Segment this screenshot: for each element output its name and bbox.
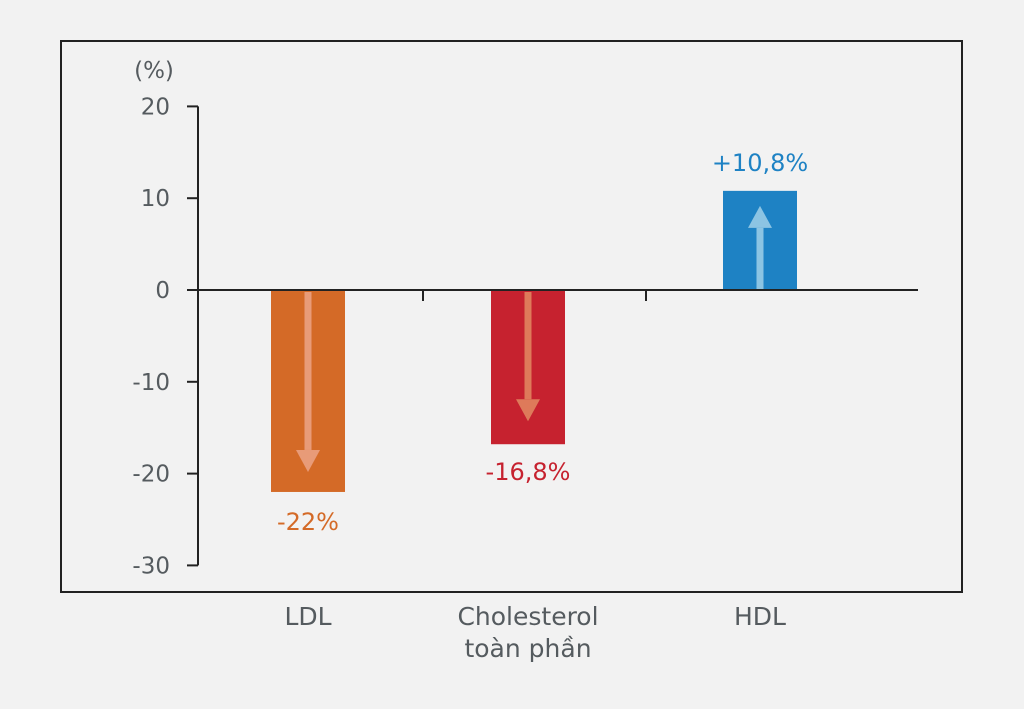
- arrow-shaft: [524, 292, 532, 400]
- arrow-shaft: [304, 292, 312, 450]
- y-tick-label: -10: [132, 370, 170, 396]
- arrow-down-icon: [296, 449, 320, 472]
- x-category-label: LDL: [284, 602, 331, 631]
- x-category-label: HDL: [734, 602, 786, 631]
- data-label: +10,8%: [712, 149, 808, 177]
- y-tick-label: 20: [141, 94, 170, 120]
- y-tick-label: -20: [132, 462, 170, 488]
- arrow-down-icon: [516, 399, 540, 422]
- x-category-label: toàn phần: [464, 634, 591, 663]
- data-label: -16,8%: [486, 458, 571, 486]
- chart-frame: [60, 40, 963, 593]
- data-label: -22%: [277, 508, 339, 536]
- y-axis-unit: (%): [134, 58, 174, 84]
- arrow-up-icon: [748, 205, 772, 228]
- y-tick-label: 0: [155, 278, 170, 304]
- arrow-shaft: [756, 227, 764, 290]
- y-tick-label: -30: [132, 553, 170, 579]
- x-category-label: Cholesterol: [457, 602, 598, 631]
- y-tick-label: 10: [141, 186, 170, 212]
